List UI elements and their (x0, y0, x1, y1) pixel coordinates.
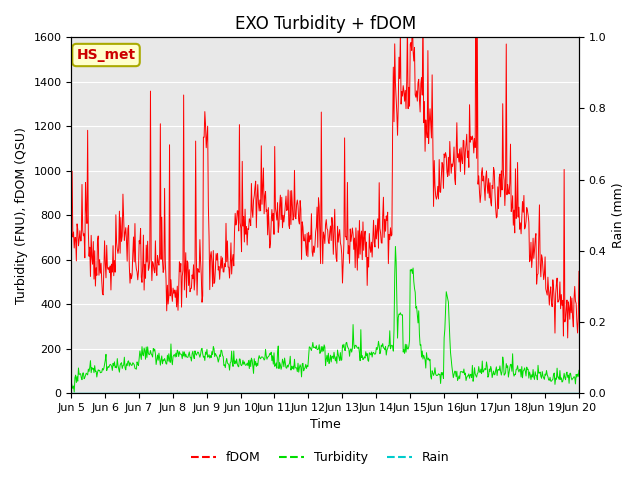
Rain (401, 390, 409, 396)
Turbidity (392, 243, 399, 249)
Turbidity (575, 368, 583, 373)
fDOM (575, 268, 583, 274)
Text: HS_met: HS_met (76, 48, 136, 62)
Rain (77, 390, 84, 396)
Rain (129, 390, 137, 396)
fDOM (129, 251, 137, 256)
Turbidity (68, 380, 76, 385)
fDOM (180, 287, 188, 293)
Rain (180, 390, 188, 396)
Turbidity (130, 361, 138, 367)
Turbidity (181, 354, 189, 360)
Y-axis label: Rain (mm): Rain (mm) (612, 182, 625, 248)
Rain (207, 390, 215, 396)
fDOM (401, 87, 409, 93)
Turbidity (403, 342, 411, 348)
Rain (387, 390, 394, 396)
Turbidity (387, 343, 395, 349)
Line: Turbidity: Turbidity (72, 246, 579, 392)
fDOM (387, 225, 394, 231)
Legend: fDOM, Turbidity, Rain: fDOM, Turbidity, Rain (186, 446, 454, 469)
fDOM (68, 212, 76, 218)
fDOM (564, 335, 572, 341)
Turbidity (70, 389, 78, 395)
Rain (575, 390, 583, 396)
Y-axis label: Turbidity (FNU), fDOM (QSU): Turbidity (FNU), fDOM (QSU) (15, 127, 28, 304)
Title: EXO Turbidity + fDOM: EXO Turbidity + fDOM (235, 15, 416, 33)
X-axis label: Time: Time (310, 419, 340, 432)
fDOM (207, 249, 215, 254)
Turbidity (77, 375, 85, 381)
Turbidity (208, 348, 216, 354)
Line: fDOM: fDOM (72, 0, 579, 338)
fDOM (77, 238, 84, 244)
Rain (68, 390, 76, 396)
